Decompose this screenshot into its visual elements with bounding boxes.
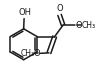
- Text: O: O: [75, 21, 82, 30]
- Text: O: O: [56, 4, 63, 13]
- Text: CH₃: CH₃: [82, 21, 95, 30]
- Text: CH₃: CH₃: [20, 49, 35, 58]
- Text: O: O: [33, 49, 40, 58]
- Text: OH: OH: [18, 8, 31, 17]
